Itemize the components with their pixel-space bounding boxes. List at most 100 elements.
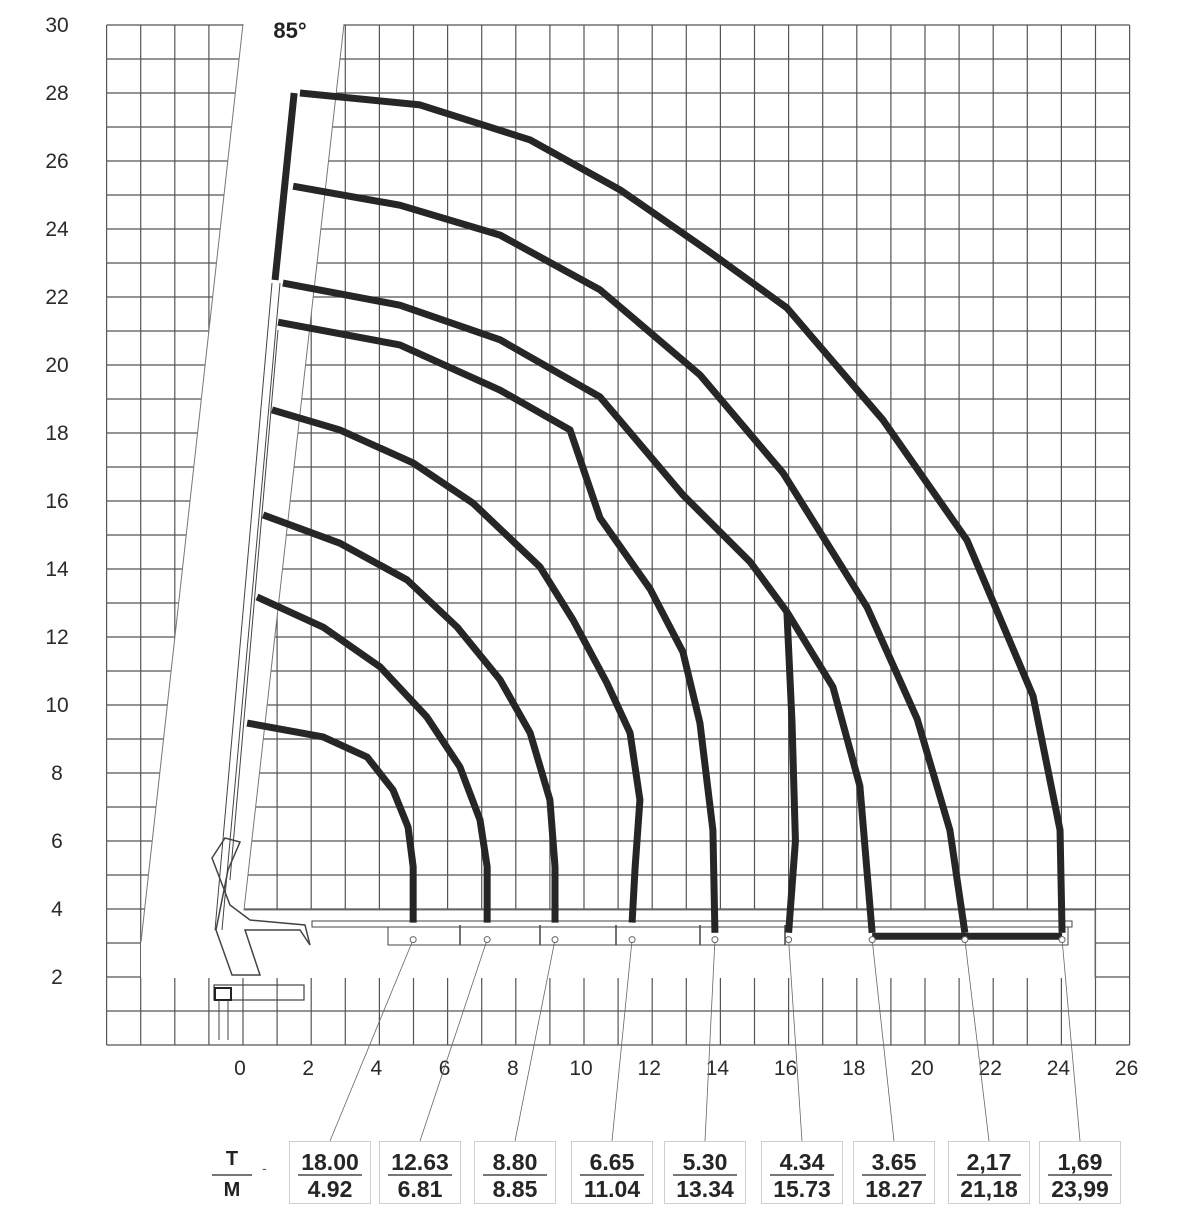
table-row-labels: T M [212, 1148, 252, 1202]
load-table-cell: 8.80 8.85 [474, 1141, 556, 1204]
y-tick-label: 8 [51, 762, 63, 785]
load-curve-11 [271, 92, 298, 281]
load-curve-7 [783, 611, 799, 934]
y-tick-label: 30 [45, 14, 68, 37]
leader-line [1061, 939, 1081, 1142]
hook-point [483, 936, 491, 944]
leader-line [514, 939, 556, 1142]
leader-line [329, 939, 414, 1142]
divider [483, 1174, 547, 1176]
leader-line [419, 939, 488, 1142]
divider [957, 1174, 1021, 1176]
hook-point [868, 936, 876, 944]
hook-point [1058, 936, 1066, 944]
angle-annotation: 85° [273, 18, 306, 43]
load-table-cell: 6.65 11.04 [571, 1141, 653, 1204]
y-tick-label: 22 [45, 286, 68, 309]
load-curve-3 [261, 511, 559, 923]
boom-outline [387, 926, 1069, 946]
y-tick-label: 18 [45, 422, 68, 445]
radius-value: 11.04 [583, 1176, 641, 1202]
x-tick-label: 2 [302, 1057, 314, 1080]
leader-line [788, 939, 803, 1142]
leader-line [964, 939, 990, 1142]
radius-value: 15.73 [773, 1176, 831, 1202]
hook-point [551, 936, 559, 944]
boom-outline [214, 282, 273, 931]
radius-value: 18.27 [865, 1176, 923, 1202]
leader-line [704, 939, 716, 1142]
load-table-cell: 4.34 15.73 [761, 1141, 843, 1204]
radius-value: 23,99 [1051, 1176, 1109, 1202]
x-tick-label: 0 [234, 1057, 246, 1080]
y-tick-label: 28 [45, 82, 68, 105]
x-tick-label: 10 [569, 1057, 592, 1080]
load-value: 8.80 [492, 1149, 538, 1175]
hook-point [711, 936, 719, 944]
hook-point [409, 936, 417, 944]
divider [212, 1174, 252, 1176]
load-curve-5 [277, 318, 719, 933]
hook-point [961, 936, 969, 944]
divider [862, 1174, 926, 1176]
y-tick-label: 16 [45, 490, 68, 513]
divider [770, 1174, 834, 1176]
x-tick-label: 4 [371, 1057, 383, 1080]
radius-value: 4.92 [307, 1176, 353, 1202]
load-table-cell: 1,69 23,99 [1039, 1141, 1121, 1204]
y-tick-label: 10 [45, 694, 68, 717]
y-tick-label: 24 [45, 218, 69, 241]
load-value: 12.63 [391, 1149, 449, 1175]
load-value: 1,69 [1057, 1149, 1103, 1175]
x-tick-label: 12 [638, 1057, 661, 1080]
load-curve-1 [246, 719, 417, 923]
envelope-edge [140, 23, 244, 943]
hook-point [785, 936, 793, 944]
load-row-label: T [225, 1148, 239, 1170]
load-value: 2,17 [966, 1149, 1012, 1175]
y-tick-label: 12 [45, 626, 68, 649]
load-curve-4 [270, 406, 644, 923]
x-tick-label: 20 [910, 1057, 933, 1080]
divider [580, 1174, 644, 1176]
load-value: 18.00 [301, 1149, 359, 1175]
load-table-cell: 18.00 4.92 [289, 1141, 371, 1204]
x-tick-label: 22 [979, 1057, 1002, 1080]
envelope-edge [243, 23, 1096, 978]
x-tick-label: 24 [1047, 1057, 1071, 1080]
leader-line [871, 939, 895, 1142]
crane-base [214, 987, 232, 1001]
radius-value: 6.81 [397, 1176, 443, 1202]
x-tick-label: 18 [842, 1057, 865, 1080]
load-curve-9 [299, 89, 1066, 933]
hook-point [628, 936, 636, 944]
load-value: 4.34 [779, 1149, 825, 1175]
x-tick-label: 26 [1115, 1057, 1138, 1080]
load-table-cell: 3.65 18.27 [853, 1141, 935, 1204]
x-tick-label: 6 [439, 1057, 451, 1080]
leader-line [611, 939, 633, 1142]
radius-row-label: M [223, 1179, 241, 1201]
x-tick-label: 8 [507, 1057, 519, 1080]
divider [673, 1174, 737, 1176]
divider [298, 1174, 362, 1176]
load-table-cell: 2,17 21,18 [948, 1141, 1030, 1204]
y-tick-label: 14 [45, 558, 69, 581]
crane-body-icon [211, 837, 311, 976]
load-value: 5.30 [682, 1149, 728, 1175]
load-curve-6 [282, 279, 876, 934]
divider [1048, 1174, 1112, 1176]
radius-value: 13.34 [676, 1176, 734, 1202]
x-tick-label: 16 [774, 1057, 797, 1080]
boom-outline [229, 329, 279, 881]
radius-value: 8.85 [492, 1176, 538, 1202]
load-curve-2 [255, 593, 491, 923]
load-value: 3.65 [871, 1149, 917, 1175]
load-curve-8 [292, 182, 969, 934]
radius-value: 21,18 [960, 1176, 1018, 1202]
y-tick-label: 20 [45, 354, 68, 377]
load-table-cell: 5.30 13.34 [664, 1141, 746, 1204]
boom-outline [221, 282, 281, 931]
y-tick-label: 26 [45, 150, 68, 173]
